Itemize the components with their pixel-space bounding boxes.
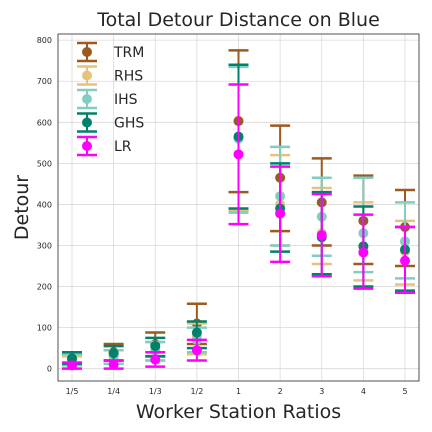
y-tick-label: 400 [37,200,52,209]
y-tick-label: 300 [37,241,52,250]
y-tick-label: 600 [37,118,52,127]
data-point [316,230,327,241]
data-point [191,345,202,356]
data-point [108,359,119,370]
legend-item: RHS [77,65,143,86]
data-point [108,348,119,359]
legend-label: LR [114,139,132,155]
y-tick-label: 800 [37,36,52,45]
legend-label: IHS [114,92,138,108]
data-point [358,247,369,258]
chart-title: Total Detour Distance on Blue [96,9,380,31]
data-point [233,149,244,160]
x-tick-label: 1/2 [190,387,203,396]
plot-series [62,49,415,371]
legend-marker [82,47,92,57]
y-tick-label: 0 [47,365,52,374]
legend-item: IHS [77,88,138,110]
plot-frame [57,33,420,382]
x-tick-label: 4 [361,387,366,396]
x-tick-label: 1/4 [107,387,120,396]
data-point [67,353,77,364]
y-axis-label: Detour [11,175,33,240]
legend-item: LR [77,135,132,157]
data-point [150,341,161,352]
x-tick-label: 2 [278,387,283,396]
legend-item: TRM [77,41,144,63]
legend-label: RHS [114,69,143,85]
legend-label: TRM [113,45,144,61]
legend: TRM RHS IHS GHS LR [77,41,144,157]
data-point [67,360,77,371]
x-tick-label: 1/5 [66,387,79,396]
x-tick-label: 1/3 [149,387,162,396]
y-tick-label: 700 [37,77,52,86]
data-point [275,208,286,219]
legend-marker [82,117,92,128]
legend-item: GHS [77,112,144,133]
data-point [150,354,161,365]
legend-marker [82,70,92,81]
y-tick-label: 100 [37,324,52,333]
x-axis-label: Worker Station Ratios [136,401,341,423]
x-tick-label: 3 [319,387,324,396]
y-tick-label: 200 [37,283,52,292]
legend-marker [82,141,92,151]
data-point [191,327,202,338]
y-tick-label: 500 [37,159,52,168]
x-tick-label: 1 [236,387,241,396]
series-lr [62,83,415,371]
tick-labels: 0 100 200 300 400 500 600 700 800 1/5 1/4 1/3 1/2 1 2 3… [37,36,408,396]
x-tick-label: 5 [402,387,407,396]
data-point [400,255,410,266]
legend-label: GHS [114,116,144,132]
legend-marker [82,94,92,104]
